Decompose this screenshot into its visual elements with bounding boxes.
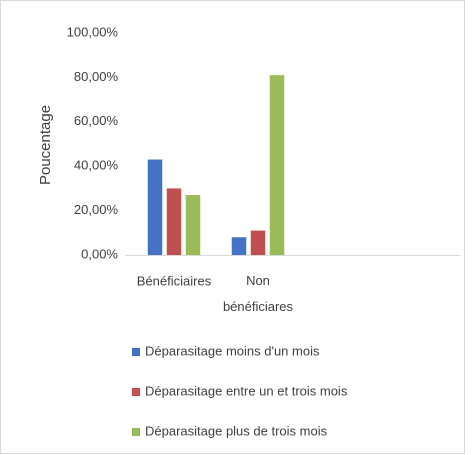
y-tick-label: 80,00% xyxy=(74,69,119,84)
y-tick-label: 40,00% xyxy=(74,158,119,173)
bar xyxy=(147,159,163,255)
legend-label: Déparasitage plus de trois mois xyxy=(145,423,328,438)
y-tick-label: 20,00% xyxy=(74,202,119,217)
y-axis-label: Poucentage xyxy=(37,105,54,185)
legend-swatch xyxy=(132,388,140,396)
y-tick-label: 100,00% xyxy=(67,24,119,39)
y-tick-label: 0,00% xyxy=(81,246,118,261)
bar xyxy=(231,237,247,255)
legend-label: Déparasitage moins d'un mois xyxy=(145,343,320,358)
y-tick-label: 60,00% xyxy=(74,113,119,128)
legend-swatch xyxy=(132,348,140,356)
bar xyxy=(166,188,182,255)
legend-label: Déparasitage entre un et trois mois xyxy=(145,383,348,398)
x-tick-label: Bénéficiaires xyxy=(137,273,212,288)
bar xyxy=(250,230,266,255)
chart-border xyxy=(0,0,465,454)
x-tick-label: Non bénéficiares xyxy=(223,273,294,314)
legend-swatch xyxy=(132,428,140,436)
bar xyxy=(185,195,201,255)
bar xyxy=(269,75,285,256)
